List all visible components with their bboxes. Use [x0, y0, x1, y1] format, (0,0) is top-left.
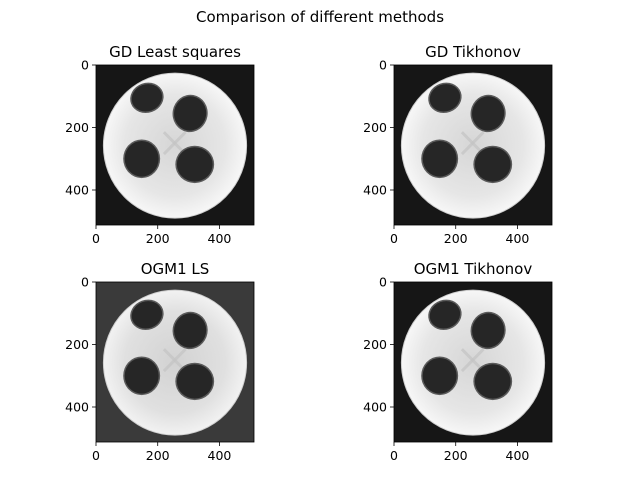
hole-3 — [422, 357, 457, 394]
center-structure — [162, 131, 187, 156]
axes-frame — [95, 281, 255, 443]
y-tick-label: 0 — [379, 58, 387, 73]
phantom-disc — [400, 289, 546, 436]
y-tick-label: 0 — [81, 58, 89, 73]
hole-2 — [472, 96, 505, 131]
phantom-disc — [102, 72, 248, 219]
hole-3 — [422, 140, 457, 177]
panel-title: OGM1 LS — [141, 260, 210, 278]
y-tick-label: 400 — [65, 183, 89, 198]
hole-4 — [474, 364, 511, 399]
hole-2 — [174, 313, 207, 348]
hole-1 — [429, 84, 461, 112]
hole-3 — [124, 140, 159, 177]
image-area — [394, 282, 552, 442]
hole-4 — [176, 147, 213, 182]
x-tick-label: 400 — [208, 231, 232, 246]
image-panel-3: OGM1 LS 0 200 400 0 200 400 — [65, 260, 255, 463]
panel-title: GD Tikhonov — [425, 43, 521, 61]
x-tick-label: 0 — [92, 231, 100, 246]
x-tick-label: 200 — [146, 231, 170, 246]
x-tick-label: 0 — [390, 231, 398, 246]
y-tick-label: 0 — [379, 275, 387, 290]
x-tick-label: 0 — [92, 448, 100, 463]
x-tick-label: 400 — [506, 448, 530, 463]
hole-2 — [174, 96, 207, 131]
y-tick-label: 400 — [363, 400, 387, 415]
hole-4 — [474, 147, 511, 182]
x-tick-label: 200 — [146, 448, 170, 463]
hole-4 — [176, 364, 213, 399]
y-tick-label: 400 — [65, 400, 89, 415]
phantom-disc — [400, 72, 546, 219]
image-panel-4: OGM1 Tikhonov 0 200 400 0 200 400 — [363, 260, 553, 463]
hole-2 — [472, 313, 505, 348]
center-structure — [460, 348, 485, 373]
image-area — [96, 282, 254, 442]
panel-title: OGM1 Tikhonov — [414, 260, 533, 278]
x-tick-label: 0 — [390, 448, 398, 463]
image-area — [96, 65, 254, 225]
image-area — [394, 65, 552, 225]
center-structure — [162, 348, 187, 373]
y-tick-label: 200 — [363, 337, 387, 352]
axes-frame — [393, 281, 553, 443]
image-panel-1: GD Least squares 0 200 400 0 200 400 — [65, 43, 255, 246]
figure-suptitle: Comparison of different methods — [196, 8, 444, 26]
panel-title: GD Least squares — [109, 43, 241, 61]
y-tick-label: 200 — [363, 120, 387, 135]
y-tick-label: 0 — [81, 275, 89, 290]
hole-1 — [131, 301, 163, 329]
phantom-disc — [102, 289, 248, 436]
axes-frame — [393, 64, 553, 226]
x-tick-label: 200 — [444, 231, 468, 246]
hole-1 — [131, 84, 163, 112]
x-tick-label: 400 — [506, 231, 530, 246]
x-tick-label: 400 — [208, 448, 232, 463]
y-tick-label: 200 — [65, 120, 89, 135]
center-structure — [460, 131, 485, 156]
hole-3 — [124, 357, 159, 394]
x-tick-label: 200 — [444, 448, 468, 463]
axes-frame — [95, 64, 255, 226]
hole-1 — [429, 301, 461, 329]
y-tick-label: 200 — [65, 337, 89, 352]
image-panel-2: GD Tikhonov 0 200 400 0 200 400 — [363, 43, 553, 246]
y-tick-label: 400 — [363, 183, 387, 198]
